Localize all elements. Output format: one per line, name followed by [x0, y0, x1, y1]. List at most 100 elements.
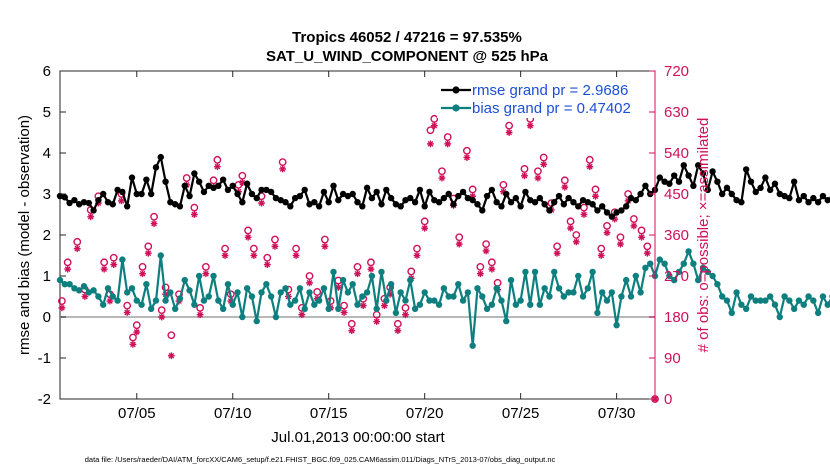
- obs-assimilated-point: [292, 252, 300, 259]
- rmse-series-point: [104, 199, 112, 206]
- rmse-series-point: [709, 168, 716, 175]
- rmse-series-point: [383, 186, 390, 194]
- obs-assimilated-point: [106, 297, 114, 305]
- rmse-series-point: [541, 201, 548, 208]
- rmse-series-point: [143, 176, 150, 183]
- rmse-series-point: [723, 184, 731, 192]
- obs-possible-point: [58, 297, 66, 305]
- x-axis-label: Jul.01,2013 00:00:00 start: [271, 429, 445, 446]
- rmse-series-point: [632, 196, 640, 204]
- rmse-series-point: [455, 192, 462, 200]
- rmse-series-point: [690, 182, 697, 189]
- rmse-series-point: [776, 190, 783, 198]
- obs-assimilated-point: [250, 252, 258, 259]
- rmse-series-point: [656, 174, 663, 181]
- bias-series-point: [642, 264, 649, 271]
- bias-series-point: [363, 289, 371, 296]
- series-layer: [56, 153, 830, 349]
- obs-assimilated-point: [488, 265, 496, 273]
- rmse-series-point: [407, 194, 414, 202]
- obs-possible-point: [476, 262, 485, 271]
- bias-series-point: [263, 281, 270, 288]
- rmse-series-point: [363, 184, 371, 192]
- bias-series-point: [186, 287, 193, 294]
- bias-series-point: [104, 285, 112, 292]
- bias-series-point: [248, 293, 256, 300]
- obs-assimilated-point: [110, 261, 118, 269]
- bias-series-point: [512, 301, 520, 308]
- obs-possible-point: [263, 253, 272, 262]
- bias-series-point: [531, 268, 539, 276]
- rmse-series-point: [411, 199, 419, 206]
- bias-series-point: [455, 281, 462, 288]
- obs-assimilated-point: [167, 352, 175, 360]
- bias-series-point: [243, 285, 251, 292]
- rmse-series-point: [373, 188, 380, 196]
- obs-assimilated-point: [380, 302, 388, 310]
- rmse-series-point: [186, 192, 193, 200]
- obs-assimilated-point: [118, 197, 125, 205]
- obs-assimilated-point: [87, 213, 95, 221]
- obs-possible-point: [150, 212, 158, 221]
- rmse-series-point: [493, 199, 500, 206]
- rmse-series-point: [123, 203, 131, 210]
- y-right-tick-label: 450: [664, 186, 689, 203]
- bias-series-point: [599, 289, 606, 296]
- bias-series-point: [224, 281, 232, 288]
- rmse-series-point: [311, 199, 318, 206]
- rmse-series-point: [219, 176, 227, 183]
- bias-series-point: [402, 297, 409, 304]
- obs-possible-point: [629, 215, 638, 223]
- rmse-series-point: [517, 203, 524, 210]
- rmse-series-point: [195, 178, 203, 185]
- bias-series-point: [320, 285, 328, 292]
- rmse-series-point: [229, 182, 236, 189]
- obs-possible-point: [196, 303, 205, 312]
- bias-series-point: [579, 293, 587, 300]
- obs-assimilated-point: [190, 211, 198, 218]
- x-tick-label: 07/05: [118, 405, 156, 422]
- bias-series-point: [776, 313, 783, 321]
- obs-possible-point: [132, 321, 141, 330]
- bias-series-point: [459, 297, 467, 304]
- rmse-series-point: [786, 194, 793, 202]
- bias-series-point: [349, 281, 356, 288]
- obs-assimilated-point: [129, 340, 137, 348]
- rmse-series-point: [546, 207, 553, 214]
- bias-series-point: [483, 305, 491, 312]
- bias-series-point: [704, 268, 711, 276]
- bias-series-point: [181, 276, 188, 284]
- rmse-series-point: [819, 192, 827, 200]
- bias-series-point: [541, 285, 548, 292]
- rmse-series-point: [162, 178, 169, 185]
- bias-series-point: [109, 293, 116, 300]
- rmse-series-point: [589, 201, 596, 208]
- bias-series-point: [632, 272, 640, 280]
- bias-series-point: [637, 289, 644, 296]
- rmse-series-point: [426, 188, 433, 196]
- bias-series-point: [435, 301, 443, 308]
- rmse-series-point: [718, 190, 726, 198]
- obs-assimilated-point: [413, 252, 421, 259]
- bias-series-point: [670, 276, 678, 284]
- obs-assimilated-point: [444, 140, 452, 148]
- bias-series-point: [234, 289, 241, 296]
- bias-series-point: [805, 293, 812, 300]
- legend-rmse-marker: [452, 86, 460, 94]
- obs-possible-point: [499, 180, 508, 189]
- bias-series-point: [354, 301, 361, 308]
- obs-possible-point: [643, 242, 652, 251]
- bias-series-point: [215, 297, 222, 304]
- bias-series-point: [157, 252, 164, 259]
- bias-series-point: [474, 285, 481, 292]
- bias-series-point: [560, 293, 568, 300]
- y-left-tick-label: 1: [43, 268, 51, 285]
- obs-assimilated-point: [64, 265, 72, 273]
- obs-possible-point: [201, 262, 210, 271]
- bias-series-point: [152, 297, 160, 304]
- rmse-series-point: [584, 199, 592, 206]
- rmse-series-point: [714, 178, 721, 185]
- obs-assimilated-point: [617, 240, 624, 248]
- bias-series-point: [75, 287, 83, 294]
- x-tick-label: 07/30: [598, 405, 636, 422]
